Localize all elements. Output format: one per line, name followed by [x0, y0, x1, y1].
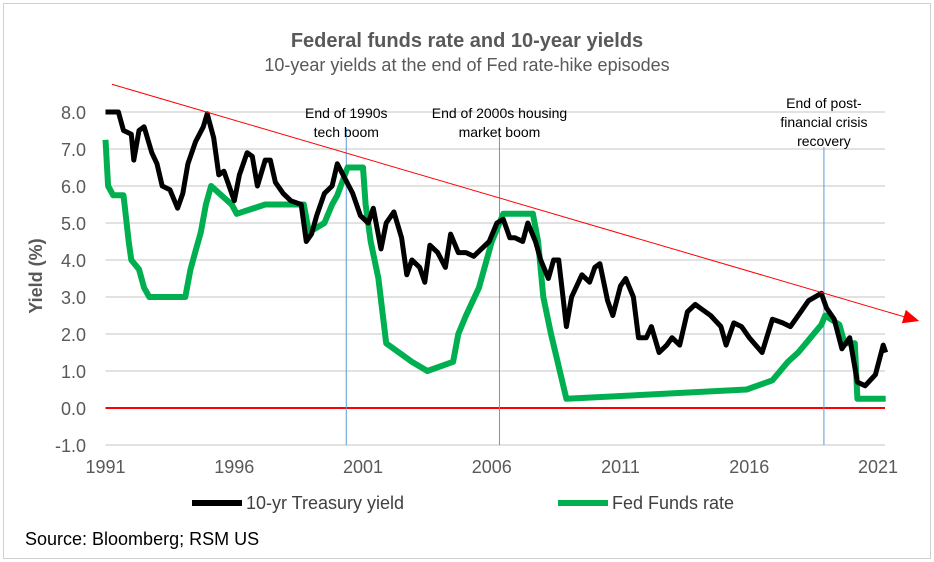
event-annotation-text: financial crisis: [780, 114, 867, 130]
x-tick-label: 2021: [858, 457, 898, 477]
x-tick-label: 2001: [343, 457, 383, 477]
x-tick-label: 1991: [85, 457, 125, 477]
trend-line: [111, 83, 906, 318]
legend-label-treasury: 10-yr Treasury yield: [246, 493, 404, 513]
y-tick-label: 8.0: [61, 103, 86, 123]
x-tick-label: 2006: [472, 457, 512, 477]
event-annotation-text: End of post-: [786, 95, 862, 111]
event-annotation-text: recovery: [797, 133, 851, 149]
y-tick-label: 4.0: [61, 251, 86, 271]
event-annotation-text: market boom: [459, 124, 541, 140]
chart-title: Federal funds rate and 10-year yields: [291, 30, 643, 52]
y-tick-label: 0.0: [61, 399, 86, 419]
treasury-yield-line: [105, 109, 889, 389]
y-tick-label: -1.0: [55, 436, 86, 456]
y-tick-label: 5.0: [61, 214, 86, 234]
event-annotation-text: tech boom: [314, 124, 379, 140]
chart-subtitle: 10-year yields at the end of Fed rate-hi…: [264, 55, 669, 75]
x-tick-label: 1996: [214, 457, 254, 477]
fed-funds-rate-line: [102, 139, 886, 402]
y-tick-label: 2.0: [61, 325, 86, 345]
event-annotation-text: End of 2000s housing: [432, 105, 567, 121]
y-tick-label: 7.0: [61, 140, 86, 160]
x-tick-label: 2016: [729, 457, 769, 477]
y-axis-label: Yield (%): [26, 238, 46, 313]
x-tick-label: 2011: [601, 457, 640, 477]
event-annotation-text: End of 1990s: [305, 105, 388, 121]
trend-arrowhead-icon: [901, 309, 920, 324]
legend-label-fedfunds: Fed Funds rate: [612, 493, 734, 513]
chart-border: [3, 3, 931, 559]
y-tick-label: 6.0: [61, 177, 86, 197]
y-tick-label: 3.0: [61, 288, 86, 308]
y-tick-label: 1.0: [61, 362, 86, 382]
source-note: Source: Bloomberg; RSM US: [25, 529, 259, 549]
